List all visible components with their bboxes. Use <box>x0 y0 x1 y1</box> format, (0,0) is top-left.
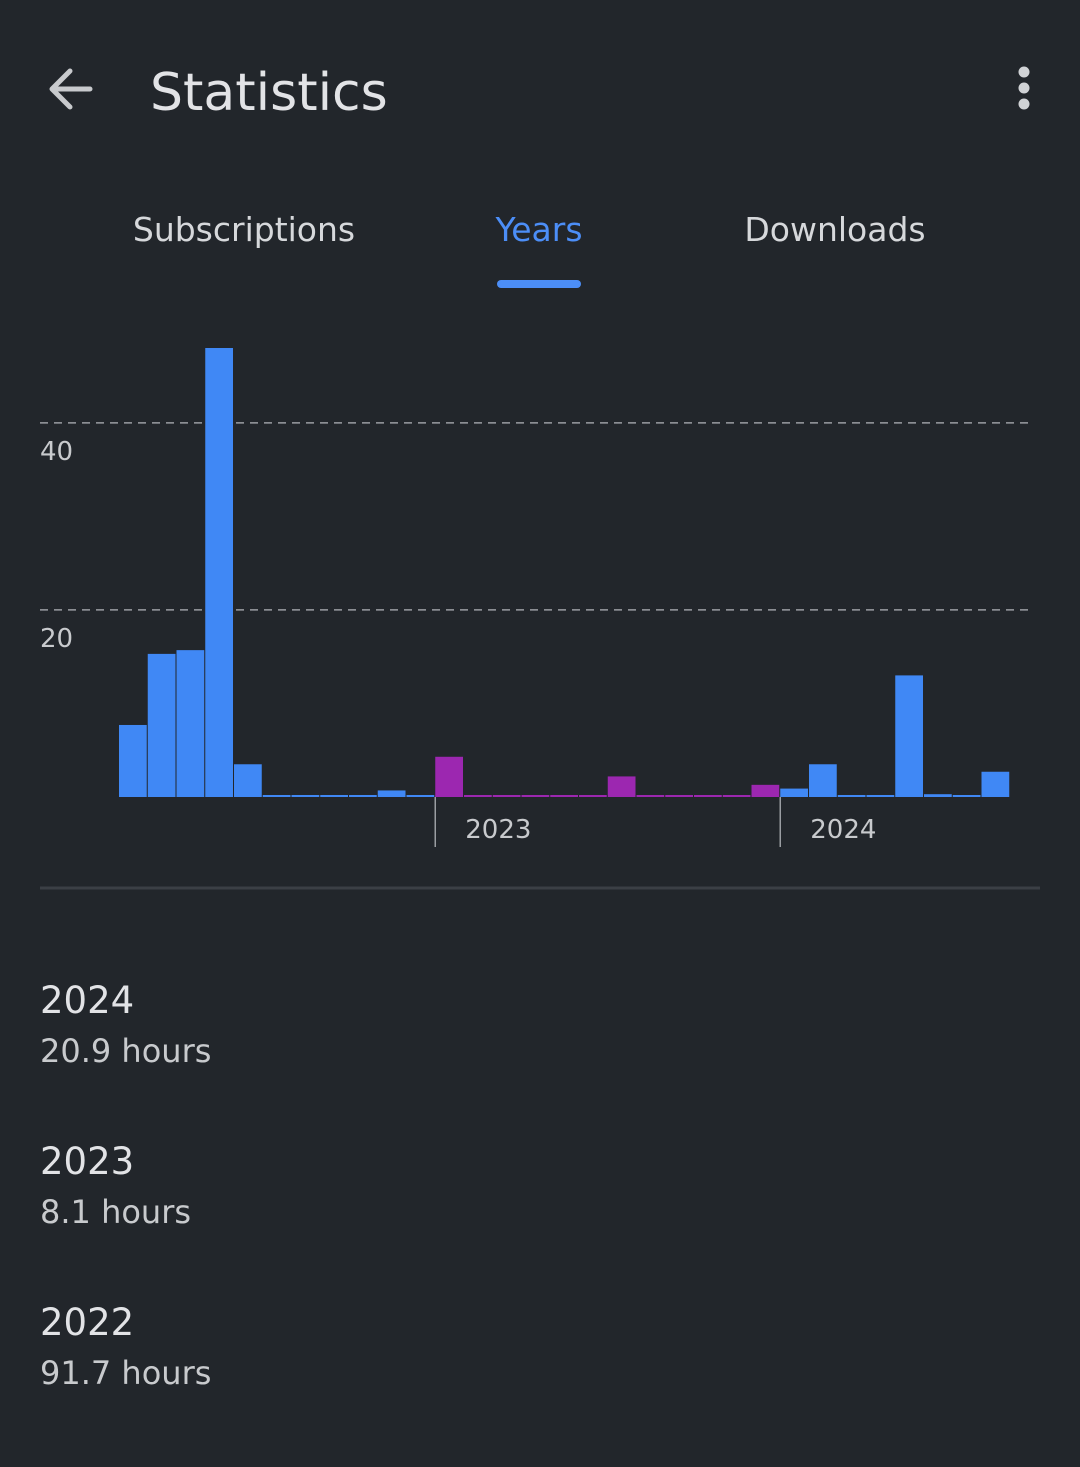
bar <box>435 756 463 797</box>
bar <box>550 795 578 797</box>
bar <box>406 795 435 797</box>
bar <box>895 675 923 797</box>
bar <box>924 794 952 797</box>
y-tick-label: 40 <box>40 437 73 467</box>
year-label[interactable]: 2023 <box>40 1140 134 1183</box>
bar <box>607 776 636 797</box>
bar <box>636 795 665 797</box>
bar <box>837 795 866 797</box>
bar <box>866 795 895 797</box>
bar <box>234 764 262 797</box>
bar <box>981 771 1010 797</box>
bar <box>809 764 837 797</box>
y-tick-label: 20 <box>40 624 73 654</box>
bar <box>952 795 981 797</box>
bar <box>722 795 751 797</box>
tab[interactable]: Years <box>494 210 582 249</box>
bar <box>464 795 492 797</box>
bar <box>377 790 406 797</box>
back-arrow <box>49 68 93 110</box>
bar <box>147 653 176 797</box>
bar <box>751 784 780 797</box>
menu-button[interactable] <box>1018 66 1030 110</box>
tab[interactable]: Subscriptions <box>133 210 355 249</box>
x-tick-label: 2024 <box>810 815 876 845</box>
year-label[interactable]: 2022 <box>40 1301 134 1344</box>
bar <box>205 348 233 797</box>
bar <box>176 650 205 797</box>
year-label[interactable]: 2024 <box>40 979 134 1022</box>
tab-indicator <box>497 280 581 288</box>
menu-dot <box>1018 66 1030 78</box>
year-time: 91.7 hours <box>40 1354 211 1392</box>
bar <box>349 795 377 797</box>
bar <box>492 795 521 797</box>
menu-dot <box>1018 98 1030 110</box>
bar <box>119 724 147 797</box>
bar <box>694 795 722 797</box>
bar <box>665 795 693 797</box>
back-button[interactable] <box>49 68 93 110</box>
year-time: 20.9 hours <box>40 1032 211 1070</box>
menu-dot <box>1018 82 1030 94</box>
bar <box>320 795 348 797</box>
bar <box>521 795 550 797</box>
year-time: 8.1 hours <box>40 1193 191 1231</box>
page-title: Statistics <box>150 63 388 123</box>
bar <box>780 788 808 797</box>
bar <box>262 795 291 797</box>
x-tick-label: 2023 <box>465 815 531 845</box>
bar <box>579 795 607 797</box>
bar <box>291 795 320 797</box>
tab[interactable]: Downloads <box>744 210 925 249</box>
